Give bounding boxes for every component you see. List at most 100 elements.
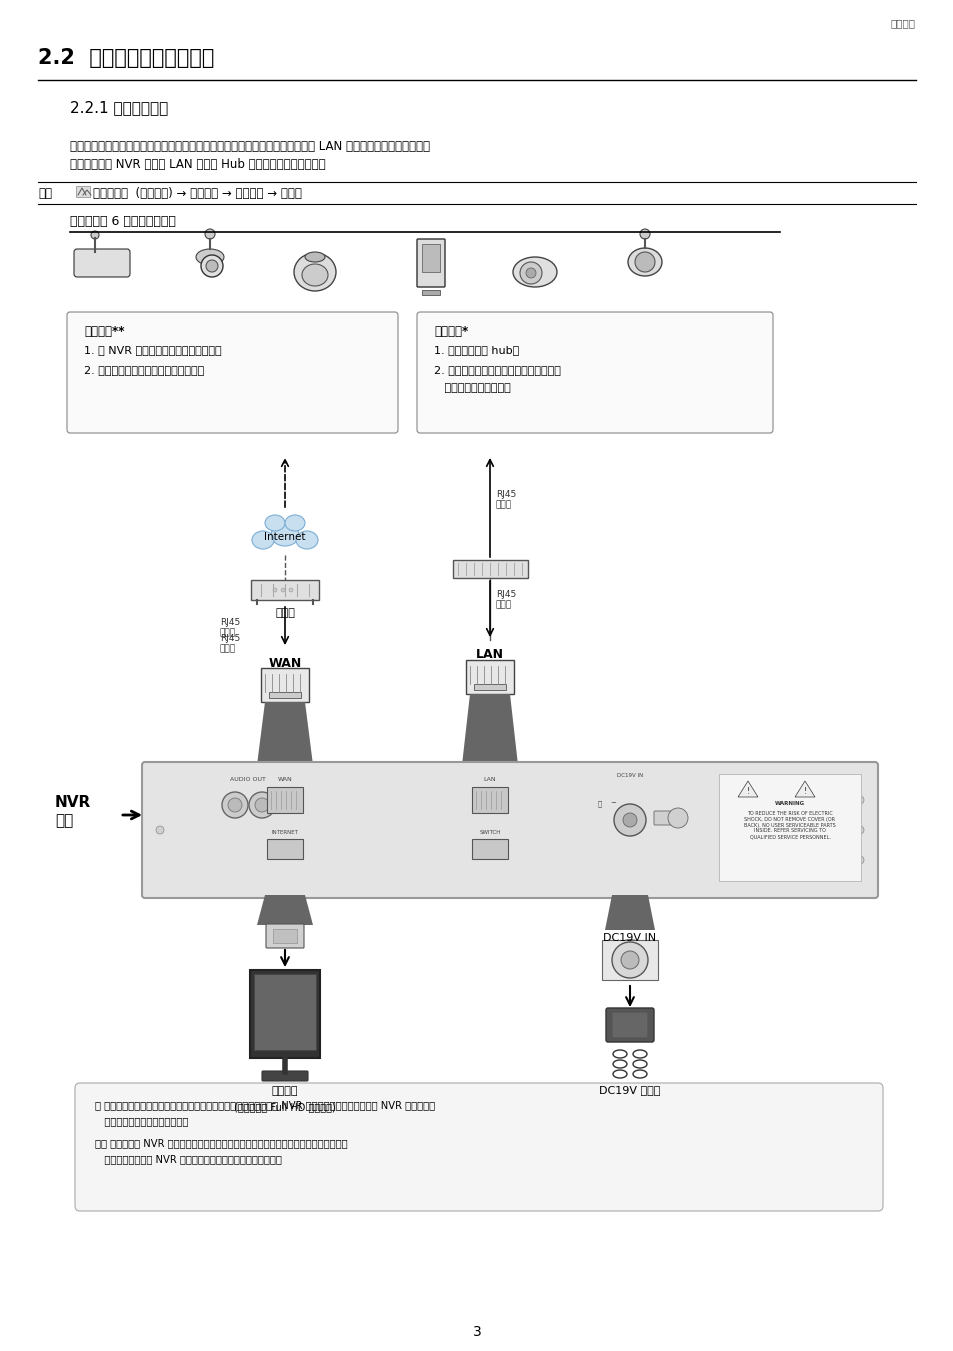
Text: RJ45
網路線: RJ45 網路線: [496, 490, 516, 509]
Circle shape: [205, 230, 214, 239]
FancyBboxPatch shape: [251, 580, 318, 600]
Ellipse shape: [525, 267, 536, 278]
Text: ＊＊ 您必須先將 NVR 設定連線上網，才有辦法連線並重覆或設在其他地方的網路攝影機。: ＊＊ 您必須先將 NVR 設定連線上網，才有辦法連線並重覆或設在其他地方的網路攝…: [95, 1138, 347, 1148]
Ellipse shape: [285, 515, 305, 531]
FancyBboxPatch shape: [269, 692, 301, 698]
Text: DC19V 變壓器: DC19V 變壓器: [598, 1085, 660, 1096]
Circle shape: [622, 813, 637, 827]
Text: 最多可連接 6 台網路攝影機：: 最多可連接 6 台網路攝影機：: [70, 215, 175, 228]
Text: 1. 在 NVR 輸入網路攝影機的網路資訊。: 1. 在 NVR 輸入網路攝影機的網路資訊。: [84, 345, 221, 355]
Text: SWITCH: SWITCH: [478, 830, 500, 835]
Text: 設定路徑：  (進階選單) → 網路設定 → 區域網路 → 模式。: 設定路徑： (進階選單) → 網路設定 → 區域網路 → 模式。: [92, 186, 301, 200]
Text: 2.2  在區域設定網路攝影機: 2.2 在區域設定網路攝影機: [38, 49, 214, 68]
Ellipse shape: [305, 253, 325, 262]
Text: 2. 螢幕稍等一會就會出現攝影機畫面。: 2. 螢幕稍等一會就會出現攝影機畫面。: [84, 365, 204, 376]
Text: 式為自動。當 NVR 是透過 LAN 連接到 Hub 時，就適合使用此模式。: 式為自動。當 NVR 是透過 LAN 連接到 Hub 時，就適合使用此模式。: [70, 158, 325, 172]
Text: 註：: 註：: [38, 186, 52, 200]
Text: DC19V IN: DC19V IN: [617, 773, 642, 778]
Text: 如需得知如何設定 NVR 連線上網，請參閱「快速使用指南」。: 如需得知如何設定 NVR 連線上網，請參閱「快速使用指南」。: [95, 1154, 281, 1165]
Text: 背板: 背板: [55, 813, 73, 828]
Circle shape: [254, 798, 269, 812]
Ellipse shape: [201, 255, 223, 277]
FancyBboxPatch shape: [654, 811, 678, 825]
Ellipse shape: [265, 515, 285, 531]
Ellipse shape: [294, 253, 335, 290]
Circle shape: [667, 808, 687, 828]
Circle shape: [855, 796, 863, 804]
Ellipse shape: [302, 263, 328, 286]
FancyBboxPatch shape: [453, 561, 527, 578]
FancyBboxPatch shape: [267, 788, 303, 813]
Circle shape: [156, 825, 164, 834]
FancyBboxPatch shape: [613, 1013, 646, 1038]
Polygon shape: [604, 894, 655, 929]
Polygon shape: [738, 781, 758, 797]
Circle shape: [639, 230, 649, 239]
Text: 螢幕出現攝影機畫面。: 螢幕出現攝影機畫面。: [434, 382, 510, 393]
Text: 數據機: 數據機: [274, 608, 294, 617]
FancyBboxPatch shape: [416, 312, 772, 434]
Polygon shape: [461, 694, 517, 765]
Text: TO REDUCE THE RISK OF ELECTRIC
SHOCK, DO NOT REMOVE COVER (OR
BACK). NO USER SER: TO REDUCE THE RISK OF ELECTRIC SHOCK, DO…: [743, 811, 835, 839]
FancyBboxPatch shape: [75, 1084, 882, 1210]
FancyBboxPatch shape: [267, 839, 303, 859]
Ellipse shape: [206, 259, 218, 272]
Circle shape: [91, 231, 99, 239]
Text: INTERNET: INTERNET: [272, 830, 298, 835]
Circle shape: [289, 588, 293, 592]
FancyBboxPatch shape: [416, 239, 444, 286]
FancyBboxPatch shape: [67, 312, 397, 434]
Text: 3: 3: [472, 1325, 481, 1339]
FancyBboxPatch shape: [465, 661, 514, 694]
FancyBboxPatch shape: [605, 1008, 654, 1042]
Ellipse shape: [252, 531, 274, 549]
Text: ＊ 本機連線設定並不代表完成網路設定。如需要從其他地方也能連回 NVR 觀看攝影機畫面，請將您的 NVR 連線上網。: ＊ 本機連線設定並不代表完成網路設定。如需要從其他地方也能連回 NVR 觀看攝影…: [95, 1100, 435, 1111]
FancyBboxPatch shape: [74, 249, 130, 277]
Circle shape: [620, 951, 639, 969]
Text: RJ45
網路線: RJ45 網路線: [496, 590, 516, 609]
Text: DC19V IN: DC19V IN: [603, 934, 656, 943]
Polygon shape: [256, 703, 313, 765]
Text: WAN: WAN: [277, 777, 292, 782]
Polygon shape: [794, 781, 814, 797]
Text: ＋: ＋: [598, 800, 601, 807]
Text: LAN: LAN: [476, 648, 503, 661]
Text: RJ45
網路線: RJ45 網路線: [220, 617, 240, 638]
FancyBboxPatch shape: [253, 974, 315, 1050]
Text: WAN: WAN: [268, 657, 301, 670]
Text: !: !: [745, 788, 749, 796]
FancyBboxPatch shape: [261, 667, 309, 703]
Text: LAN: LAN: [483, 777, 496, 782]
FancyBboxPatch shape: [472, 788, 507, 813]
Text: 連線設定: 連線設定: [890, 18, 915, 28]
Circle shape: [855, 825, 863, 834]
Ellipse shape: [195, 249, 224, 265]
FancyBboxPatch shape: [421, 245, 439, 272]
Text: 2.2.1 自動設定模式: 2.2.1 自動設定模式: [70, 100, 168, 115]
FancyBboxPatch shape: [472, 839, 507, 859]
Circle shape: [222, 792, 248, 817]
FancyBboxPatch shape: [266, 924, 304, 948]
FancyBboxPatch shape: [142, 762, 877, 898]
Circle shape: [612, 942, 647, 978]
Text: 自動設定模式可簡化複雜的網路設定，只需三分鐘即可完成設定。將網路線插入 LAN 埠時，預設的攝影機設定方: 自動設定模式可簡化複雜的網路設定，只需三分鐘即可完成設定。將網路線插入 LAN …: [70, 141, 430, 153]
Text: 2. 稍等一會攝影機就會自動設定好，並在: 2. 稍等一會攝影機就會自動設定好，並在: [434, 365, 560, 376]
Circle shape: [855, 857, 863, 865]
Circle shape: [281, 588, 285, 592]
Ellipse shape: [519, 262, 541, 284]
Ellipse shape: [271, 524, 298, 546]
Text: Internet: Internet: [264, 532, 305, 542]
Text: 網路連線**: 網路連線**: [84, 326, 125, 338]
FancyBboxPatch shape: [273, 929, 296, 943]
Circle shape: [228, 798, 242, 812]
Text: −: −: [609, 800, 616, 807]
Text: 詳情請參閱「快速使用指南」。: 詳情請參閱「快速使用指南」。: [95, 1116, 188, 1125]
Circle shape: [618, 948, 640, 971]
Circle shape: [614, 804, 645, 836]
Ellipse shape: [513, 257, 557, 286]
Text: !: !: [802, 788, 806, 796]
Text: NVR: NVR: [55, 794, 91, 811]
Text: 本機連線*: 本機連線*: [434, 326, 468, 338]
Text: 1. 將攝影機接到 hub。: 1. 將攝影機接到 hub。: [434, 345, 518, 355]
FancyBboxPatch shape: [76, 186, 90, 197]
